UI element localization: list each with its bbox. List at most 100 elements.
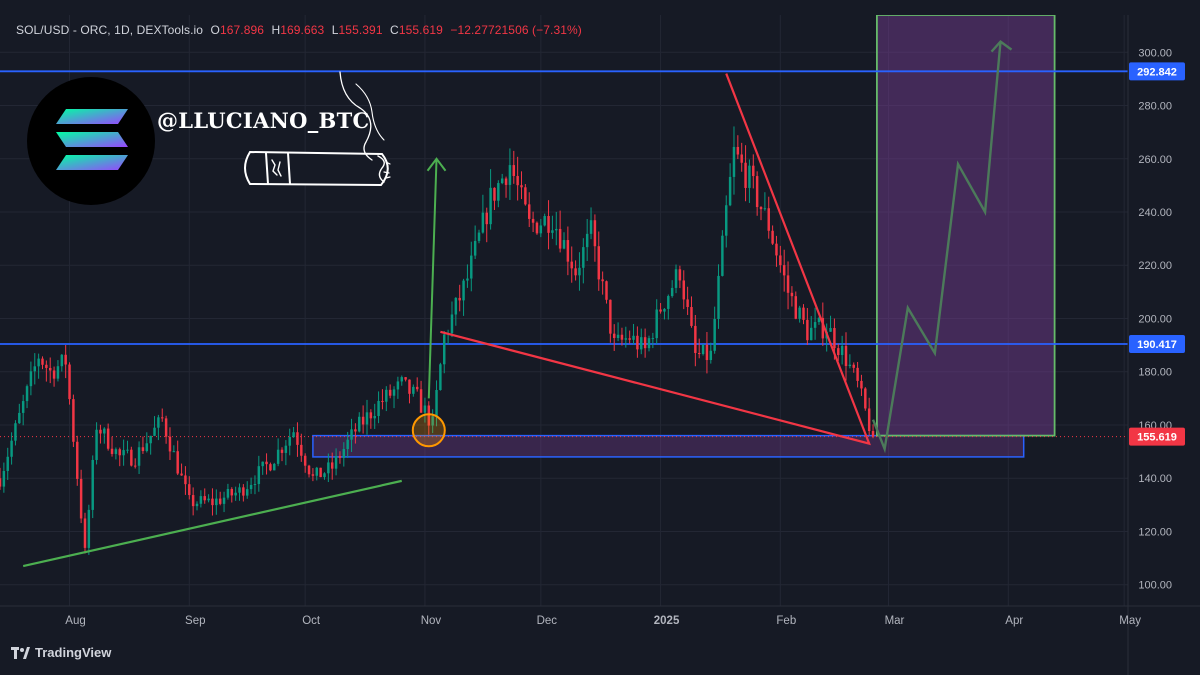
candle-body — [840, 345, 844, 356]
candle-body — [748, 165, 751, 188]
candle-body — [651, 338, 655, 340]
candle-body — [779, 255, 782, 266]
candle-body — [211, 498, 214, 506]
candle-body — [439, 364, 442, 391]
candle-body — [342, 449, 346, 458]
candle-body — [628, 338, 631, 340]
candle-body — [300, 444, 303, 456]
candle-body — [578, 267, 581, 276]
candle-body — [358, 416, 361, 432]
candle-body — [848, 364, 852, 367]
candle-body — [786, 275, 790, 293]
candle-body — [443, 334, 446, 365]
candle-body — [473, 240, 477, 256]
y-tick-label: 220.00 — [1138, 260, 1172, 272]
candle-body — [485, 212, 488, 225]
candle-body — [837, 348, 840, 356]
candle-body — [164, 418, 168, 437]
price-label: 292.842 — [1137, 66, 1177, 78]
candle-body — [697, 352, 701, 354]
candle-body — [319, 467, 322, 478]
candle-body — [860, 380, 863, 389]
cigar-icon — [244, 71, 391, 187]
low-value: 155.391 — [338, 23, 383, 37]
x-tick-label: May — [1119, 615, 1141, 627]
candle-body — [721, 235, 724, 276]
candle-body — [64, 354, 67, 365]
candle-body — [18, 412, 21, 424]
y-tick-label: 280.00 — [1138, 101, 1172, 113]
author-handle: @LLUCIANO_BTC — [157, 108, 370, 133]
candle-body — [759, 207, 763, 210]
candle-body — [632, 335, 635, 340]
candle-body — [215, 498, 218, 506]
candle-body — [245, 489, 249, 496]
candle-body — [354, 429, 357, 432]
candle-body — [311, 474, 315, 476]
candle-body — [864, 388, 867, 409]
candle-body — [566, 240, 570, 262]
candle-body — [350, 429, 353, 440]
candle-body — [419, 389, 423, 413]
candle-body — [589, 220, 593, 234]
candle-body — [713, 318, 716, 351]
candle-body — [95, 429, 98, 460]
projection-arrow-head — [990, 40, 1013, 53]
tradingview-logo-icon — [11, 646, 30, 659]
candle-body — [338, 456, 342, 458]
change-value: −12.27721506 (−7.31%) — [450, 23, 582, 37]
candle-body — [736, 146, 740, 155]
candle-body — [512, 165, 516, 176]
candle-body — [701, 344, 705, 354]
candle-body — [435, 390, 438, 417]
candle-body — [385, 389, 388, 402]
symbol-label[interactable]: SOL/USD - ORC, 1D, DEXTools.io — [16, 23, 204, 37]
candle-body — [388, 389, 392, 396]
candle-body — [813, 322, 817, 328]
candle-body — [763, 208, 767, 210]
candle-body — [191, 495, 195, 507]
candle-body — [740, 154, 743, 163]
candle-body — [404, 377, 407, 380]
x-tick-label: Mar — [885, 615, 905, 627]
candle-body — [624, 338, 628, 340]
y-tick-label: 140.00 — [1138, 473, 1172, 485]
candle-body — [694, 325, 697, 353]
candle-body — [616, 334, 620, 339]
candle-body — [114, 449, 118, 454]
candle-body — [118, 449, 121, 456]
candle-body — [307, 465, 311, 475]
price-label-box — [1129, 427, 1185, 446]
close-value: 155.619 — [398, 23, 443, 37]
candle-body — [462, 280, 465, 301]
candle-body — [458, 297, 461, 301]
candle-body — [130, 449, 133, 466]
candle-body — [454, 297, 458, 315]
candle-body — [497, 183, 500, 201]
candle-body — [91, 459, 94, 510]
candle-body — [427, 405, 431, 426]
candle-body — [234, 492, 237, 496]
candle-body — [400, 377, 403, 382]
candle-body — [466, 278, 469, 281]
candle-body — [477, 232, 481, 241]
candle-body — [122, 450, 125, 456]
tradingview-brand[interactable]: TradingView — [11, 645, 111, 660]
candle-body — [539, 225, 543, 234]
candle-body — [775, 243, 778, 256]
candle-body — [555, 228, 558, 231]
candle-body — [725, 205, 728, 236]
candle-body — [133, 465, 137, 467]
impulse-arrow-head — [426, 157, 447, 172]
x-tick-label: Feb — [776, 615, 796, 627]
triangle-pattern — [440, 73, 871, 446]
candle-body — [504, 178, 508, 185]
candle-body — [856, 367, 859, 381]
candle-body — [87, 509, 91, 548]
candle-body — [72, 399, 75, 442]
high-value: 169.663 — [280, 23, 325, 37]
y-tick-label: 180.00 — [1138, 367, 1172, 379]
candle-body — [265, 461, 268, 465]
candle-body — [844, 345, 848, 367]
